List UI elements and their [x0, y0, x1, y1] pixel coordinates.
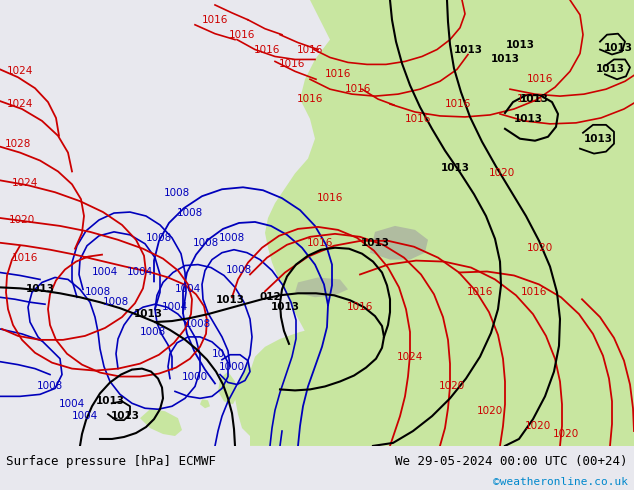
Polygon shape [265, 0, 634, 446]
Text: 012: 012 [259, 292, 281, 302]
Text: 1013: 1013 [96, 396, 124, 406]
Polygon shape [200, 399, 210, 408]
Text: 1020: 1020 [525, 421, 551, 431]
Text: 1016: 1016 [347, 302, 373, 312]
Text: 1016: 1016 [445, 99, 471, 109]
Text: 1013: 1013 [441, 164, 470, 173]
Polygon shape [235, 362, 268, 436]
Text: 1013: 1013 [491, 54, 519, 65]
Text: 1008: 1008 [177, 208, 203, 218]
Text: 1024: 1024 [12, 178, 38, 188]
Polygon shape [140, 409, 182, 436]
Text: 1000: 1000 [219, 362, 245, 371]
Text: 1008: 1008 [140, 327, 166, 337]
Text: Surface pressure [hPa] ECMWF: Surface pressure [hPa] ECMWF [6, 455, 216, 468]
Text: 1004: 1004 [92, 268, 118, 277]
Text: 1024: 1024 [7, 99, 33, 109]
Text: We 29-05-2024 00:00 UTC (00+24): We 29-05-2024 00:00 UTC (00+24) [395, 455, 628, 468]
Text: 1020: 1020 [553, 429, 579, 439]
Text: 1013: 1013 [595, 64, 624, 74]
Text: 1020: 1020 [439, 381, 465, 392]
Text: 1004: 1004 [59, 399, 85, 409]
Text: 1024: 1024 [397, 352, 423, 362]
Text: 1013: 1013 [25, 284, 55, 294]
Text: 1016: 1016 [297, 94, 323, 104]
Text: 1016: 1016 [307, 238, 333, 248]
Text: 1016: 1016 [202, 15, 228, 25]
Text: 1016: 1016 [317, 193, 343, 203]
Text: 1020: 1020 [489, 169, 515, 178]
Text: 1013: 1013 [505, 40, 534, 49]
Text: 1008: 1008 [85, 287, 111, 297]
Text: 1016: 1016 [229, 30, 256, 40]
Text: 1020: 1020 [477, 406, 503, 416]
Text: 1016: 1016 [521, 287, 547, 297]
Polygon shape [357, 325, 392, 376]
Text: 1008: 1008 [103, 297, 129, 307]
Polygon shape [218, 371, 238, 404]
Text: 1013: 1013 [271, 302, 299, 312]
Text: 1000: 1000 [182, 371, 208, 382]
Text: 1008: 1008 [164, 188, 190, 198]
Text: 1016: 1016 [405, 114, 431, 124]
Text: 1008: 1008 [185, 319, 211, 329]
Text: 1016: 1016 [12, 253, 38, 263]
Text: 1013: 1013 [216, 295, 245, 305]
Text: 1013: 1013 [361, 238, 389, 248]
Text: 1016: 1016 [254, 45, 280, 54]
Polygon shape [296, 0, 430, 446]
Text: 1008: 1008 [37, 381, 63, 392]
Text: 1008: 1008 [226, 265, 252, 274]
Text: ©weatheronline.co.uk: ©weatheronline.co.uk [493, 477, 628, 487]
Text: 1008: 1008 [193, 238, 219, 248]
Text: 1013: 1013 [110, 411, 139, 421]
Text: 1013: 1013 [453, 45, 482, 54]
Text: 1013: 1013 [604, 43, 633, 52]
Text: 1024: 1024 [7, 66, 33, 76]
Text: 1016: 1016 [527, 74, 553, 84]
Polygon shape [295, 277, 348, 297]
Text: 1008: 1008 [146, 233, 172, 243]
Text: 1004: 1004 [72, 411, 98, 421]
Text: 1013: 1013 [134, 309, 162, 319]
Text: 1016: 1016 [297, 45, 323, 54]
Text: 1020: 1020 [527, 243, 553, 253]
Text: 1008: 1008 [219, 233, 245, 243]
Text: 1020: 1020 [9, 215, 35, 225]
Text: 1028: 1028 [5, 139, 31, 148]
Text: 1016: 1016 [325, 69, 351, 79]
Polygon shape [248, 327, 634, 446]
Text: 1004: 1004 [162, 302, 188, 312]
Text: 1016: 1016 [345, 84, 371, 94]
Text: 1013: 1013 [583, 134, 612, 144]
Text: 1016: 1016 [279, 59, 305, 70]
Text: 1004: 1004 [175, 284, 201, 294]
Text: 1004: 1004 [127, 268, 153, 277]
Text: 1013: 1013 [519, 94, 548, 104]
Text: 10: 10 [211, 349, 224, 359]
Polygon shape [370, 226, 428, 260]
Text: 1016: 1016 [467, 287, 493, 297]
Text: 1013: 1013 [514, 114, 543, 124]
Text: 1016: 1016 [517, 94, 543, 104]
